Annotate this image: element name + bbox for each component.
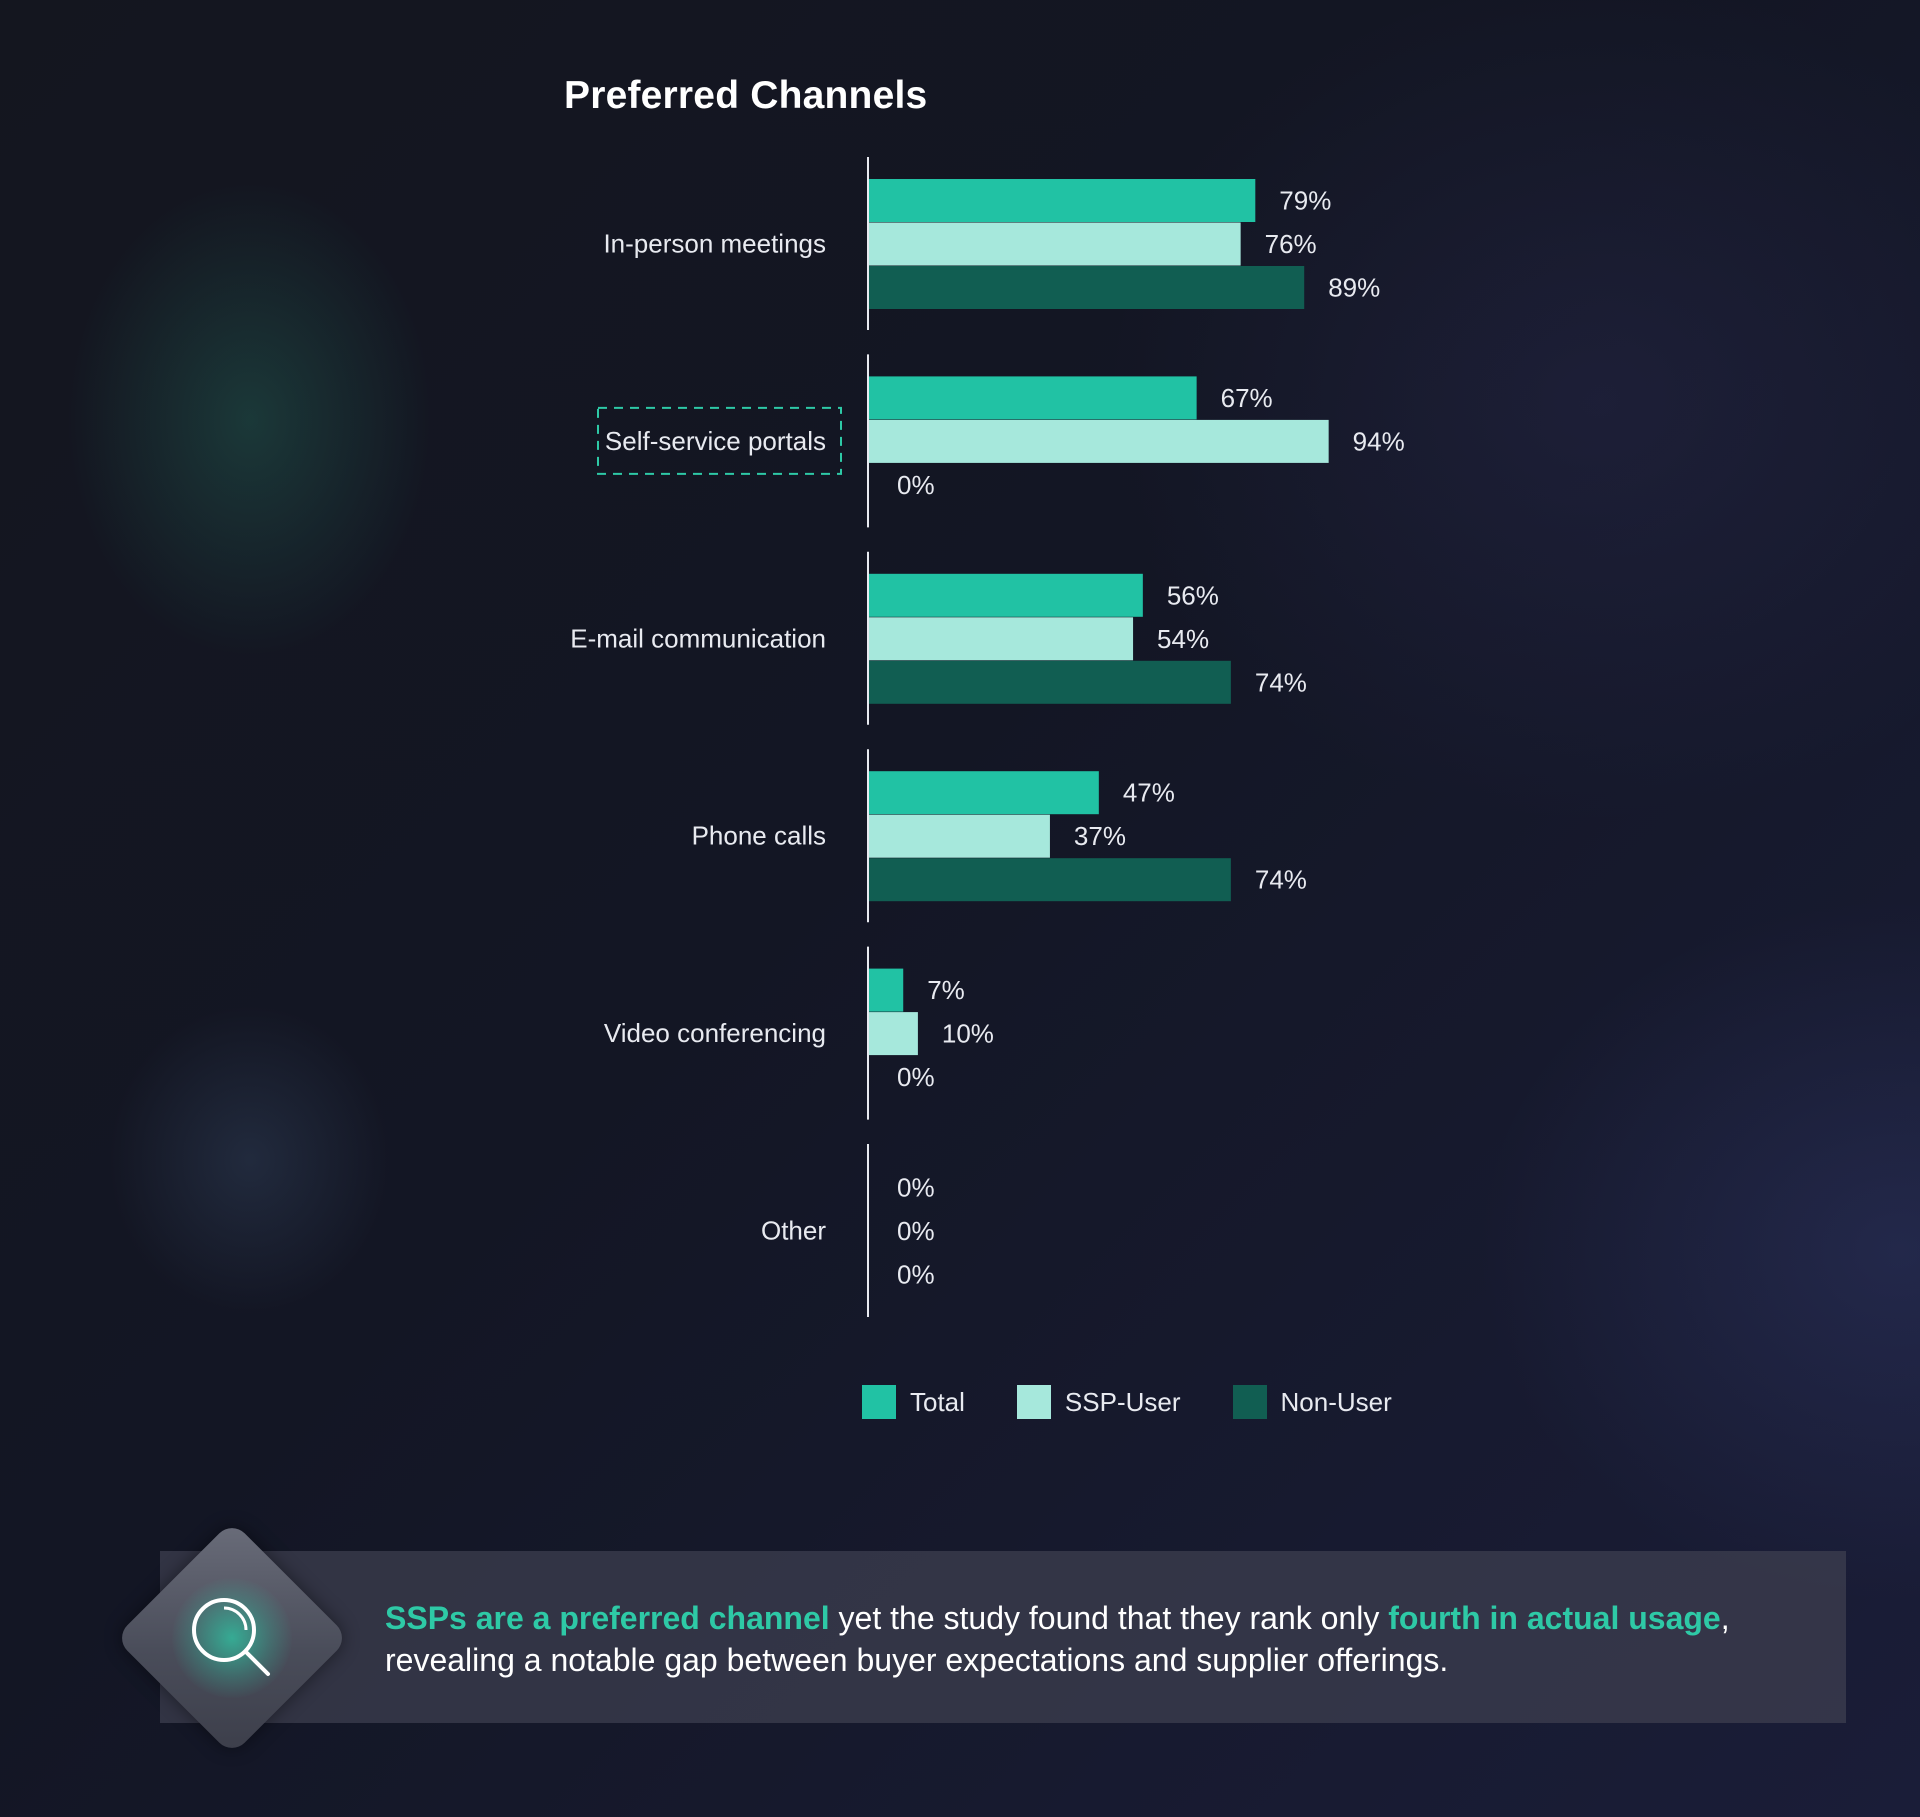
bar-chart: In-person meetings 79% 76% 89% Self-service …	[570, 157, 1405, 1317]
bar-in-person-meetings-ssp-user	[869, 222, 1241, 266]
value-label-other-ssp-user: 0%	[897, 1216, 935, 1246]
value-label-phone-calls-non-user: 74%	[1255, 865, 1307, 895]
value-label-self-service-portals-non-user: 0%	[897, 470, 935, 500]
value-label-e-mail-communication-total: 56%	[1167, 580, 1219, 610]
value-label-in-person-meetings-non-user: 89%	[1328, 273, 1380, 303]
bar-video-conferencing-ssp-user	[869, 1012, 918, 1056]
chart-title: Preferred Channels	[564, 74, 928, 117]
bar-e-mail-communication-total	[869, 573, 1143, 617]
value-label-e-mail-communication-non-user: 74%	[1255, 667, 1307, 697]
legend-item-total: Total	[862, 1385, 965, 1419]
bar-in-person-meetings-total	[869, 179, 1256, 222]
bar-phone-calls-ssp-user	[869, 814, 1050, 858]
value-label-in-person-meetings-total: 79%	[1279, 186, 1331, 216]
insight-badge	[114, 1520, 350, 1756]
callout-text: SSPs are a preferred channel yet the stu…	[385, 1597, 1825, 1681]
value-label-in-person-meetings-ssp-user: 76%	[1265, 229, 1317, 259]
callout-text-part-1: yet the study found that they rank only	[829, 1600, 1389, 1636]
category-label-video-conferencing: Video conferencing	[604, 1018, 826, 1048]
legend-item-non-user: Non-User	[1232, 1385, 1392, 1419]
value-label-self-service-portals-total: 67%	[1221, 383, 1273, 413]
search-icon	[192, 1598, 270, 1676]
legend-swatch-non-user	[1232, 1385, 1267, 1419]
bar-phone-calls-total	[869, 771, 1099, 815]
legend-swatch-ssp-user	[1016, 1385, 1051, 1419]
legend-item-ssp-user: SSP-User	[1016, 1385, 1181, 1419]
value-label-e-mail-communication-ssp-user: 54%	[1157, 624, 1209, 654]
bar-self-service-portals-total	[869, 376, 1197, 420]
category-label-other: Other	[761, 1216, 826, 1246]
chart-legend: Total SSP-User Non-User	[862, 1385, 1444, 1419]
value-label-phone-calls-ssp-user: 37%	[1074, 821, 1126, 851]
badge-glow	[172, 1578, 292, 1698]
value-label-phone-calls-total: 47%	[1123, 778, 1175, 808]
category-label-self-service-portals: Self-service portals	[605, 426, 826, 456]
callout-highlight-preferred: SSPs are a preferred channel	[385, 1600, 830, 1636]
bar-e-mail-communication-ssp-user	[869, 617, 1134, 661]
category-label-e-mail-communication: E-mail communication	[570, 623, 826, 653]
callout-highlight-usage: fourth in actual usage	[1388, 1600, 1721, 1636]
category-label-phone-calls: Phone calls	[692, 821, 826, 851]
bar-video-conferencing-total	[869, 968, 904, 1012]
legend-label-non-user: Non-User	[1280, 1386, 1392, 1417]
bar-phone-calls-non-user	[869, 858, 1231, 902]
value-label-video-conferencing-non-user: 0%	[897, 1062, 935, 1092]
insight-callout: SSPs are a preferred channel yet the stu…	[160, 1551, 1846, 1723]
value-label-other-total: 0%	[897, 1173, 935, 1203]
highlight-box-self-service-portals	[597, 406, 842, 475]
bar-self-service-portals-ssp-user	[869, 419, 1329, 463]
value-label-video-conferencing-total: 7%	[927, 975, 965, 1005]
legend-swatch-total	[862, 1385, 896, 1419]
value-label-other-non-user: 0%	[897, 1260, 935, 1290]
value-label-self-service-portals-ssp-user: 94%	[1353, 426, 1405, 456]
bar-in-person-meetings-non-user	[869, 266, 1305, 309]
value-label-video-conferencing-ssp-user: 10%	[942, 1019, 994, 1049]
legend-label-total: Total	[910, 1386, 965, 1417]
bar-e-mail-communication-non-user	[869, 660, 1231, 704]
callout-text-part-2: , revealing a notable gap between buyer …	[385, 1600, 1730, 1678]
category-label-in-person-meetings: In-person meetings	[603, 229, 826, 259]
legend-label-ssp-user: SSP-User	[1064, 1386, 1181, 1417]
